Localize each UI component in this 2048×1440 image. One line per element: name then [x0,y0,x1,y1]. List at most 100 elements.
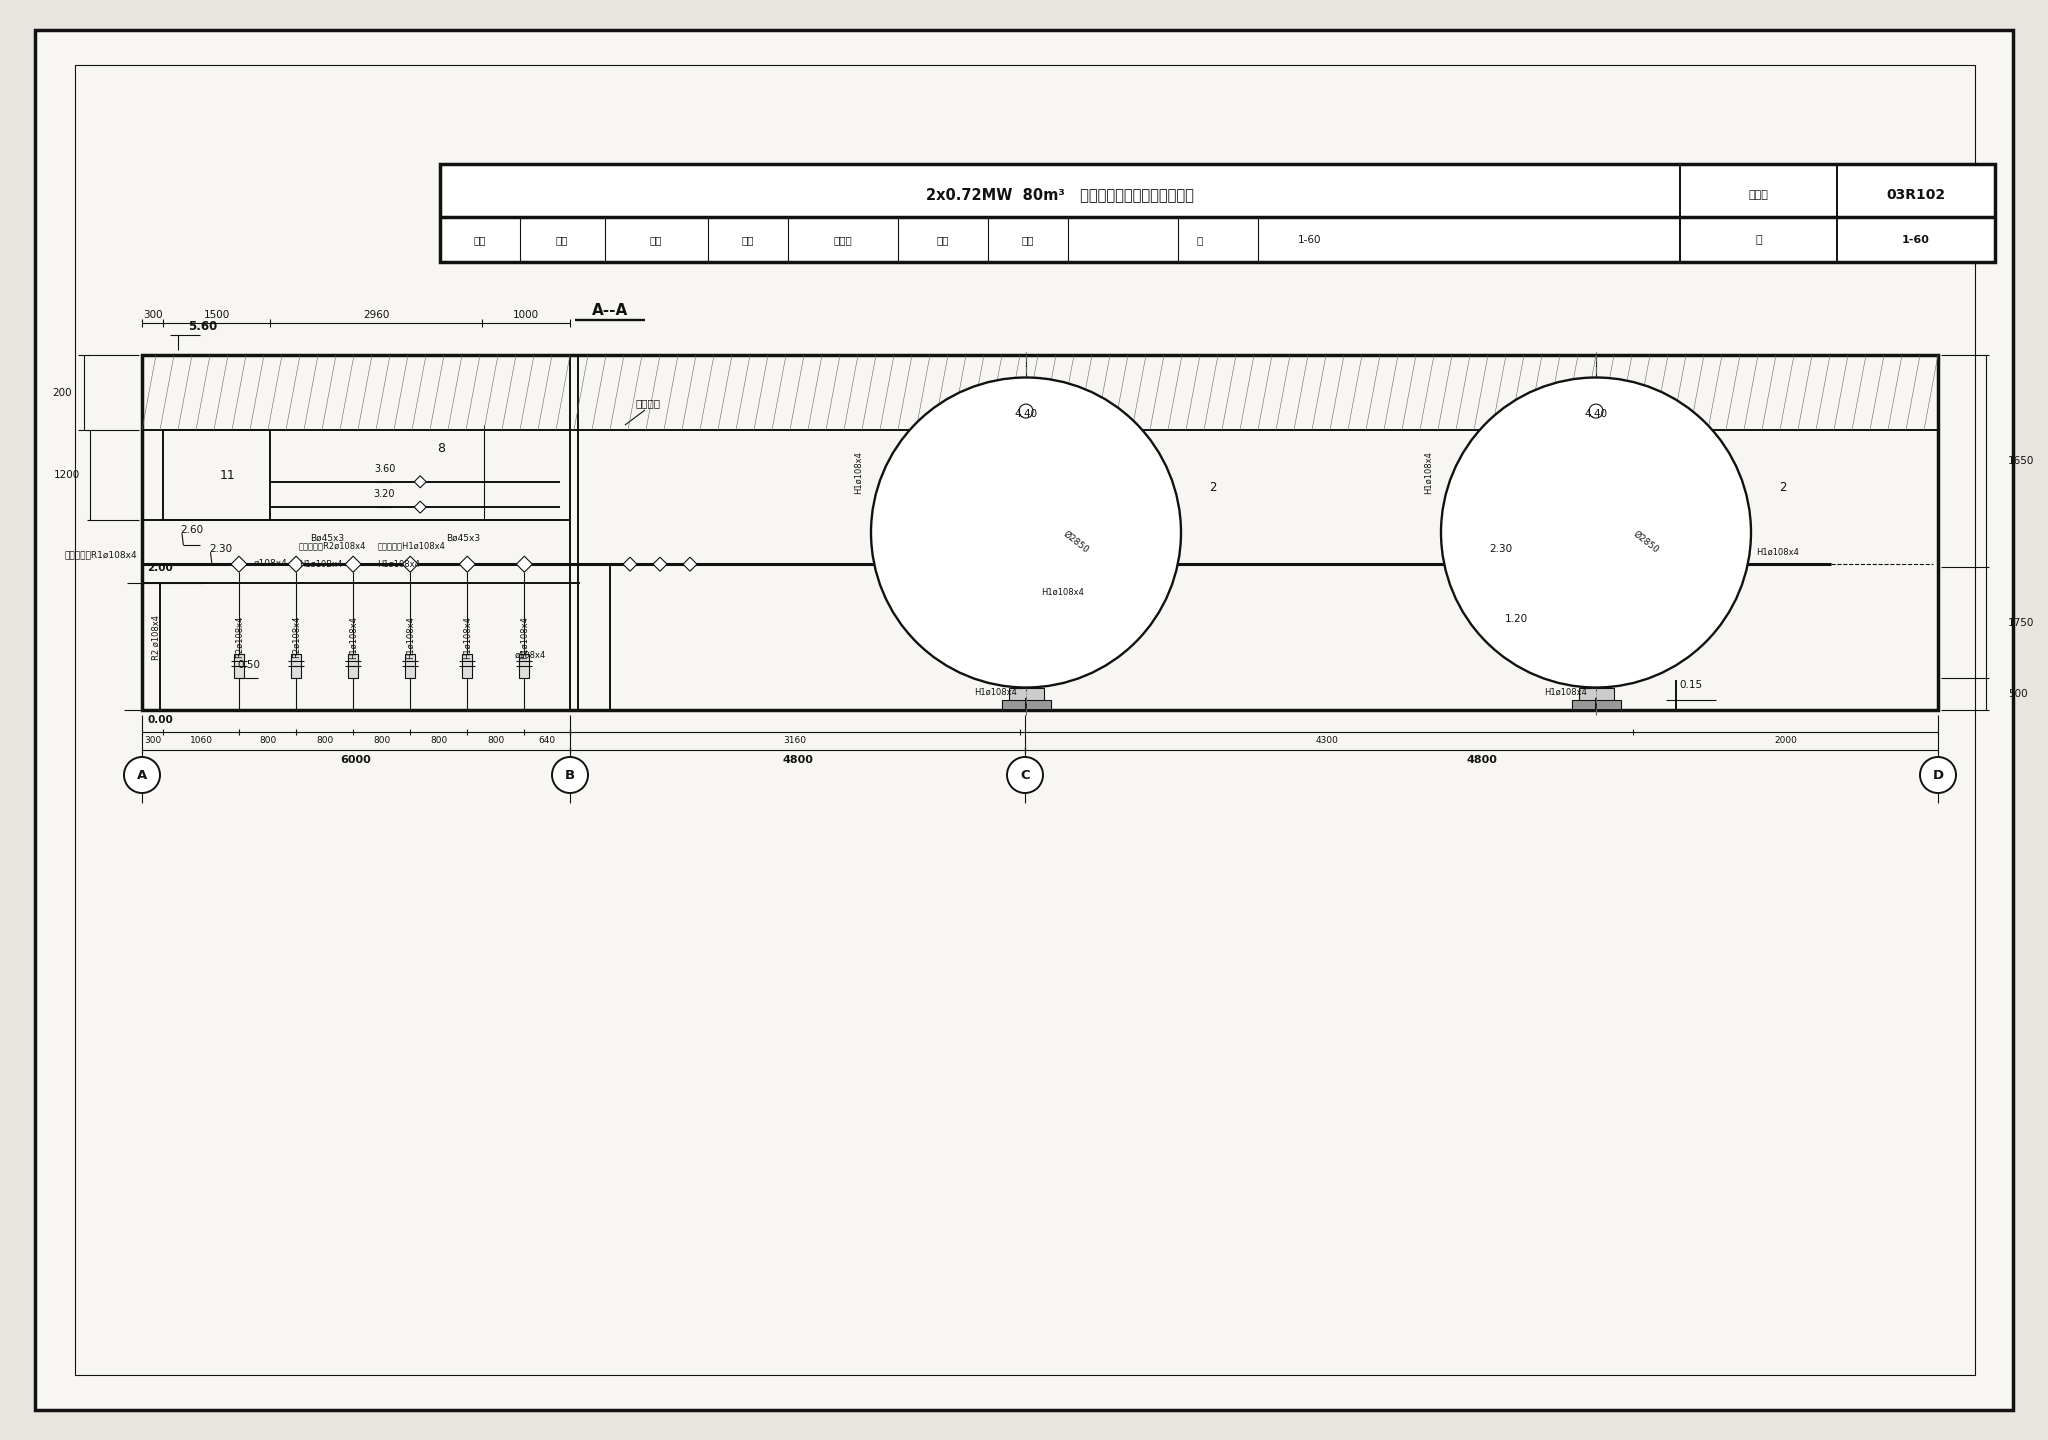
Text: 11: 11 [219,468,236,481]
Circle shape [553,757,588,793]
Bar [1008,687,1044,710]
Text: 800: 800 [487,736,504,744]
Text: 300: 300 [143,310,162,320]
Text: 2.30: 2.30 [209,544,231,554]
Text: 4800: 4800 [1466,755,1497,765]
Text: 800: 800 [430,736,446,744]
Bar [348,654,358,678]
Text: 3.60: 3.60 [375,464,395,474]
Text: 0.50: 0.50 [238,661,260,670]
Text: 余菊: 余菊 [1022,235,1034,245]
Text: 至板换热入H1ø108x4: 至板换热入H1ø108x4 [377,541,444,550]
Text: H1ø108x4: H1ø108x4 [1755,549,1798,557]
Text: 2x0.72MW  80m³   高温水蓄热式电锅炉房剖面图: 2x0.72MW 80m³ 高温水蓄热式电锅炉房剖面图 [926,187,1194,203]
Text: ø108x4: ø108x4 [254,559,287,569]
Polygon shape [516,556,532,572]
Text: R2ø108x4: R2ø108x4 [291,616,301,658]
Bar [141,356,1937,710]
Text: 5.60: 5.60 [188,320,217,333]
Text: 1060: 1060 [190,736,213,744]
Text: 8: 8 [438,442,446,455]
Circle shape [1442,377,1751,687]
Polygon shape [231,556,248,572]
Text: 4.40: 4.40 [1585,409,1608,419]
Text: 640: 640 [539,736,555,744]
Text: 1750: 1750 [2007,618,2034,628]
Text: 图集号: 图集号 [1749,190,1767,200]
Text: R2 ø108x4: R2 ø108x4 [152,615,160,660]
Text: B: B [565,769,575,782]
Text: 1000: 1000 [512,310,539,320]
Text: 4800: 4800 [782,755,813,765]
Text: H1ø108x4: H1ø108x4 [1040,588,1083,598]
Text: 800: 800 [373,736,391,744]
Text: 800: 800 [258,736,276,744]
Text: H1ø108x4: H1ø108x4 [348,616,358,658]
Text: 800: 800 [315,736,334,744]
Text: 300: 300 [143,736,162,744]
Circle shape [1921,757,1956,793]
Text: 1200: 1200 [53,469,80,480]
Text: A--A: A--A [592,302,629,317]
Bar [1571,700,1620,710]
Text: 4300: 4300 [1315,736,1337,744]
Bar [1579,687,1614,710]
Text: 3.20: 3.20 [375,490,395,500]
Text: 1500: 1500 [203,310,229,320]
Text: A: A [137,769,147,782]
Text: H1ø10Bx4: H1ø10Bx4 [299,560,342,569]
Bar [291,654,301,678]
Text: R2ø108x4: R2ø108x4 [236,616,244,658]
Text: C: C [1020,769,1030,782]
Text: 2.30: 2.30 [1489,544,1513,554]
Text: H1ø108x4: H1ø108x4 [1544,687,1587,697]
Text: H1ø108x4: H1ø108x4 [854,451,862,494]
Text: 6000: 6000 [340,755,371,765]
Polygon shape [401,556,418,572]
Bar [233,654,244,678]
Polygon shape [414,475,426,488]
Text: 1650: 1650 [2007,456,2034,467]
Text: 2: 2 [1780,481,1786,494]
Text: Bø45x3: Bø45x3 [311,533,344,543]
Polygon shape [682,557,696,572]
Text: 描力: 描力 [649,235,662,245]
Text: 4.40: 4.40 [1014,409,1038,419]
Text: Ø2850: Ø2850 [1061,530,1090,556]
Bar [1001,700,1051,710]
Text: ø108x4: ø108x4 [514,651,545,660]
Text: 设计: 设计 [936,235,950,245]
Bar [440,164,1995,262]
Polygon shape [459,556,475,572]
Text: 2000: 2000 [1774,736,1796,744]
Bar [463,654,473,678]
Bar [164,431,270,520]
Text: 审核: 审核 [473,235,485,245]
Text: 500: 500 [2007,690,2028,700]
Text: 2.60: 2.60 [180,526,203,536]
Text: 2.00: 2.00 [147,563,172,573]
Text: H1ø108x4: H1ø108x4 [975,687,1018,697]
Polygon shape [289,556,303,572]
Circle shape [870,377,1182,687]
Text: 页: 页 [1755,235,1761,245]
Text: Bø45x3: Bø45x3 [446,533,479,543]
Text: 2: 2 [1208,481,1217,494]
Text: 0.00: 0.00 [147,716,172,724]
Text: 至板换冷入R2ø108x4: 至板换冷入R2ø108x4 [299,541,367,550]
Text: 200: 200 [53,387,72,397]
Text: H1ø108x4: H1ø108x4 [406,616,414,658]
Polygon shape [623,557,637,572]
Circle shape [125,757,160,793]
Text: 2960: 2960 [362,310,389,320]
Text: D: D [1933,769,1944,782]
Text: 藤力: 藤力 [555,235,567,245]
Text: 03R102: 03R102 [1886,189,1946,202]
Text: 校对: 校对 [741,235,754,245]
Text: 郭小珍: 郭小珍 [834,235,852,245]
Bar [520,654,528,678]
Text: 1-60: 1-60 [1903,235,1929,245]
Text: 主电锅炉: 主电锅炉 [635,397,659,408]
Text: H1ø108x4: H1ø108x4 [1423,451,1434,494]
Text: H1ø108x4: H1ø108x4 [520,616,528,658]
